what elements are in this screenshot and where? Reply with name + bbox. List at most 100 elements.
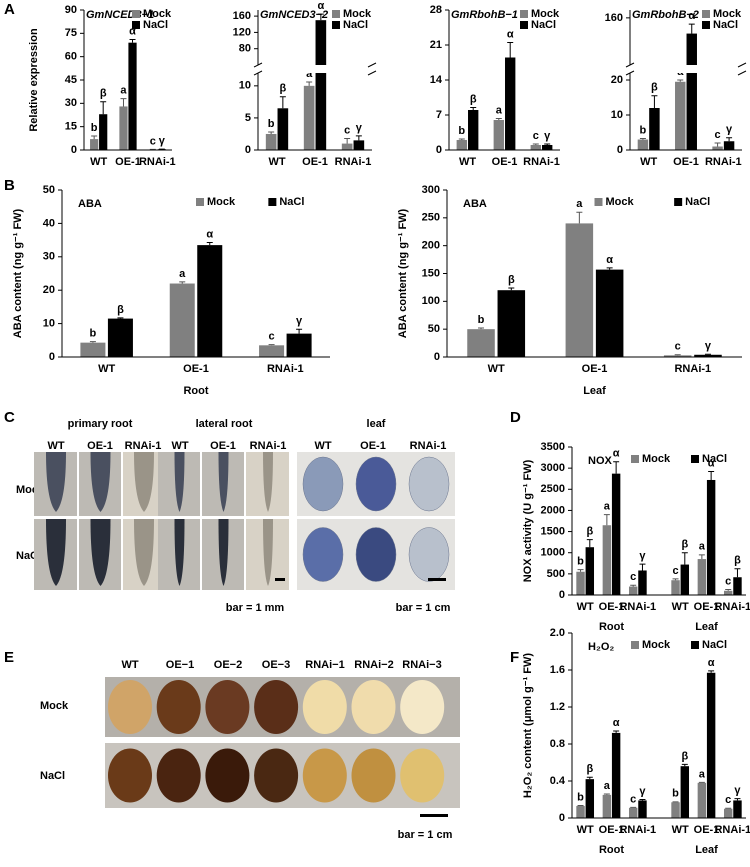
- bar: [286, 333, 312, 357]
- y-tick-label: 1.2: [550, 701, 565, 713]
- bar: [99, 114, 108, 150]
- chart-title: GmRbohB−2: [632, 9, 699, 21]
- error-bar: [708, 471, 715, 480]
- x-tick-label: WT: [488, 363, 505, 375]
- y-tick-label: 0: [71, 144, 77, 156]
- legend-swatch: [196, 198, 204, 206]
- x-tick-label: RNAi-1: [523, 156, 560, 168]
- axis-break-mark: [367, 70, 377, 76]
- significance-letter: c: [533, 130, 539, 142]
- error-bar: [639, 137, 646, 140]
- error-bar: [206, 241, 213, 246]
- significance-letter: c: [725, 575, 731, 587]
- chart-title: ABA: [463, 198, 487, 210]
- column-label: OE-1: [87, 440, 113, 452]
- y-tick-label: 0.8: [550, 738, 565, 750]
- x-tick-label: RNAi-1: [674, 363, 711, 375]
- bar: [107, 318, 133, 357]
- bar: [686, 33, 697, 151]
- error-bar: [495, 118, 502, 120]
- bar: [671, 802, 680, 818]
- legend-swatch: [691, 455, 699, 463]
- bar: [663, 355, 692, 357]
- legend-swatch: [332, 21, 340, 29]
- y-tick-label: 0: [434, 351, 440, 363]
- bar: [576, 571, 585, 595]
- column-label: RNAi−3: [402, 659, 441, 671]
- column-label: RNAi−2: [354, 659, 393, 671]
- significance-letter: α: [129, 25, 136, 37]
- error-bar: [117, 317, 124, 319]
- significance-letter: γ: [159, 135, 166, 147]
- x-tick-label: WT: [268, 156, 285, 168]
- bar: [467, 329, 495, 357]
- column-label: OE−1: [166, 659, 194, 671]
- panel-e-labels: WT OE−1 OE−2 OE−3 RNAi−1 RNAi−2 RNAi−3 M…: [40, 659, 453, 841]
- y-axis-title: Relative expression: [28, 28, 40, 132]
- significance-letter: c: [715, 129, 721, 141]
- error-bar: [708, 670, 715, 673]
- leaf: [302, 456, 344, 512]
- bar: [128, 42, 137, 150]
- bar: [497, 290, 526, 357]
- y-tick-label: 75: [65, 27, 77, 39]
- leaf: [351, 680, 396, 734]
- legend-swatch: [520, 10, 528, 18]
- bar: [585, 779, 595, 818]
- chart-title: NOX: [588, 455, 613, 467]
- group-label: Root: [599, 844, 624, 856]
- error-bar: [674, 354, 681, 356]
- bar: [259, 345, 285, 357]
- significance-letter: γ: [296, 315, 303, 327]
- bar: [638, 800, 647, 818]
- panel-label: C: [4, 409, 15, 426]
- significance-letter: α: [317, 0, 324, 12]
- significance-letter: c: [675, 341, 681, 353]
- y-axis-title: NOX activity (U g⁻¹ FW): [522, 459, 534, 582]
- bar: [341, 143, 353, 150]
- bar: [315, 20, 327, 151]
- y-tick-label: 250: [422, 212, 440, 224]
- y-tick-label: 2500: [541, 483, 565, 495]
- y-axis-title: H₂O₂ content (μmol g⁻¹ FW): [522, 653, 534, 798]
- y-tick-label: 160: [233, 10, 251, 22]
- root: [218, 519, 229, 586]
- significance-letter: β: [100, 88, 107, 100]
- y-tick-label: 14: [430, 74, 443, 86]
- error-bar: [306, 81, 313, 86]
- y-axis-title: ABA content (ng g⁻¹ FW): [12, 208, 24, 338]
- leaf: [108, 748, 152, 803]
- x-axis-title: Root: [183, 385, 208, 397]
- y-tick-label: 7: [436, 109, 442, 121]
- chart: 0 5 10 80 120 160 b a c β α γ WT OE-1 RNAi-1 GmNCED3−2 M…: [233, 0, 378, 168]
- error-bar: [179, 281, 186, 284]
- legend-swatch: [702, 10, 710, 18]
- leaf: [355, 456, 397, 512]
- significance-letter: a: [699, 541, 706, 553]
- y-tick-label: 2000: [541, 504, 565, 516]
- significance-letter: β: [734, 555, 741, 567]
- bar: [265, 133, 277, 150]
- x-tick-label: OE-1: [694, 824, 720, 836]
- legend-label: Mock: [713, 8, 742, 20]
- significance-letter: a: [120, 85, 127, 97]
- bar: [723, 590, 733, 595]
- error-bar: [508, 287, 515, 291]
- y-tick-label: 80: [239, 43, 251, 55]
- legend-label: Mock: [143, 8, 172, 20]
- y-tick-label: 60: [65, 51, 77, 63]
- error-bar: [639, 799, 646, 801]
- leaf: [302, 680, 347, 734]
- axis-break: [252, 65, 378, 73]
- x-tick-label: OE-1: [694, 601, 720, 613]
- bar: [694, 354, 722, 357]
- error-bar: [681, 552, 688, 565]
- y-axis-title: ABA content (ng g⁻¹ FW): [397, 208, 409, 338]
- legend-label: NaCl: [531, 19, 556, 31]
- leaf: [156, 680, 201, 734]
- group-label: Leaf: [695, 844, 718, 856]
- legend-swatch: [702, 21, 710, 29]
- bar: [530, 145, 541, 150]
- significance-letter: γ: [544, 130, 551, 142]
